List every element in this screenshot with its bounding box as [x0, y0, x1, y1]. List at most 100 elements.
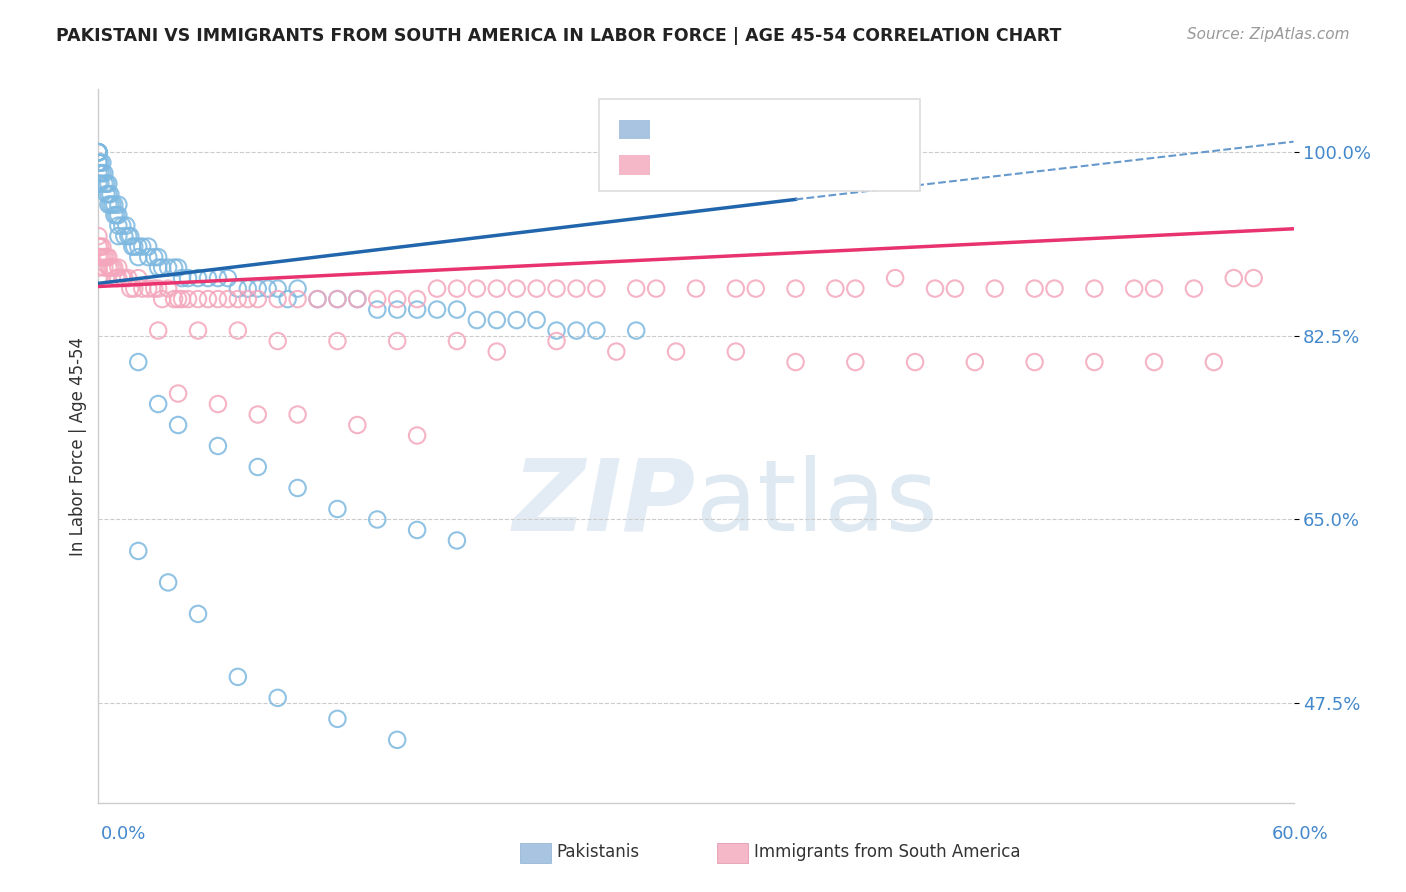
- Point: [127, 355, 149, 369]
- Point: [226, 292, 249, 306]
- Point: [107, 197, 129, 211]
- Point: [326, 292, 349, 306]
- Point: [103, 260, 125, 275]
- Point: [98, 187, 122, 202]
- Point: [267, 690, 290, 705]
- Point: [785, 355, 807, 369]
- Point: [884, 271, 907, 285]
- Point: [406, 523, 429, 537]
- Text: N =: N =: [735, 154, 775, 172]
- Point: [366, 512, 388, 526]
- Point: [526, 282, 548, 296]
- Point: [163, 292, 186, 306]
- Text: PAKISTANI VS IMMIGRANTS FROM SOUTH AMERICA IN LABOR FORCE | AGE 45-54 CORRELATIO: PAKISTANI VS IMMIGRANTS FROM SOUTH AMERI…: [56, 27, 1062, 45]
- Point: [426, 282, 449, 296]
- Point: [844, 355, 866, 369]
- Text: 60.0%: 60.0%: [1272, 825, 1329, 843]
- Point: [101, 197, 124, 211]
- Point: [267, 282, 290, 296]
- Point: [546, 282, 568, 296]
- Text: Source: ZipAtlas.com: Source: ZipAtlas.com: [1187, 27, 1350, 42]
- Point: [506, 313, 529, 327]
- Point: [406, 302, 429, 317]
- Point: [1223, 271, 1246, 285]
- Point: [157, 260, 180, 275]
- Point: [246, 408, 269, 422]
- Point: [150, 260, 173, 275]
- Point: [984, 282, 1007, 296]
- Point: [1043, 282, 1066, 296]
- Point: [93, 250, 115, 264]
- Point: [1024, 282, 1046, 296]
- Point: [207, 397, 229, 411]
- Point: [207, 271, 229, 285]
- Point: [963, 355, 986, 369]
- Point: [904, 355, 927, 369]
- Point: [385, 302, 409, 317]
- Point: [207, 292, 229, 306]
- Point: [585, 282, 607, 296]
- Point: [326, 502, 349, 516]
- Point: [506, 282, 529, 296]
- Point: [117, 271, 139, 285]
- Point: [87, 145, 110, 160]
- Point: [546, 334, 568, 348]
- Point: [105, 208, 128, 222]
- Point: [277, 292, 299, 306]
- Point: [148, 260, 170, 275]
- Point: [150, 292, 173, 306]
- Point: [326, 292, 349, 306]
- Point: [207, 439, 229, 453]
- Point: [112, 271, 135, 285]
- Point: [120, 229, 142, 244]
- Point: [246, 292, 269, 306]
- Point: [724, 344, 747, 359]
- Point: [446, 282, 468, 296]
- Point: [131, 239, 153, 253]
- Point: [107, 271, 129, 285]
- Point: [97, 187, 120, 202]
- Point: [217, 292, 239, 306]
- Point: [107, 229, 129, 244]
- Text: 0.245: 0.245: [693, 154, 749, 172]
- Point: [127, 271, 149, 285]
- Point: [366, 302, 388, 317]
- Point: [256, 282, 278, 296]
- Point: [167, 386, 190, 401]
- Text: atlas: atlas: [696, 455, 938, 551]
- Point: [87, 271, 110, 285]
- Point: [226, 282, 249, 296]
- Point: [346, 292, 368, 306]
- Point: [127, 250, 149, 264]
- Point: [89, 166, 111, 180]
- Point: [1083, 282, 1105, 296]
- Point: [87, 145, 110, 160]
- Point: [167, 292, 190, 306]
- Point: [143, 282, 166, 296]
- Point: [217, 271, 239, 285]
- Point: [87, 260, 110, 275]
- Point: [105, 271, 128, 285]
- Point: [385, 334, 409, 348]
- Point: [187, 271, 209, 285]
- Point: [96, 250, 118, 264]
- Point: [287, 292, 309, 306]
- Text: 0.162: 0.162: [693, 119, 749, 136]
- Point: [307, 292, 329, 306]
- Point: [87, 239, 110, 253]
- Point: [89, 155, 111, 169]
- Point: [87, 145, 110, 160]
- Point: [267, 292, 290, 306]
- Point: [120, 282, 142, 296]
- Point: [89, 177, 111, 191]
- Point: [136, 250, 159, 264]
- Point: [91, 155, 114, 169]
- Point: [97, 250, 120, 264]
- Point: [131, 282, 153, 296]
- Point: [91, 239, 114, 253]
- Text: 0.0%: 0.0%: [101, 825, 146, 843]
- Point: [187, 607, 209, 621]
- Point: [107, 219, 129, 233]
- Point: [107, 208, 129, 222]
- Text: ZIP: ZIP: [513, 455, 696, 551]
